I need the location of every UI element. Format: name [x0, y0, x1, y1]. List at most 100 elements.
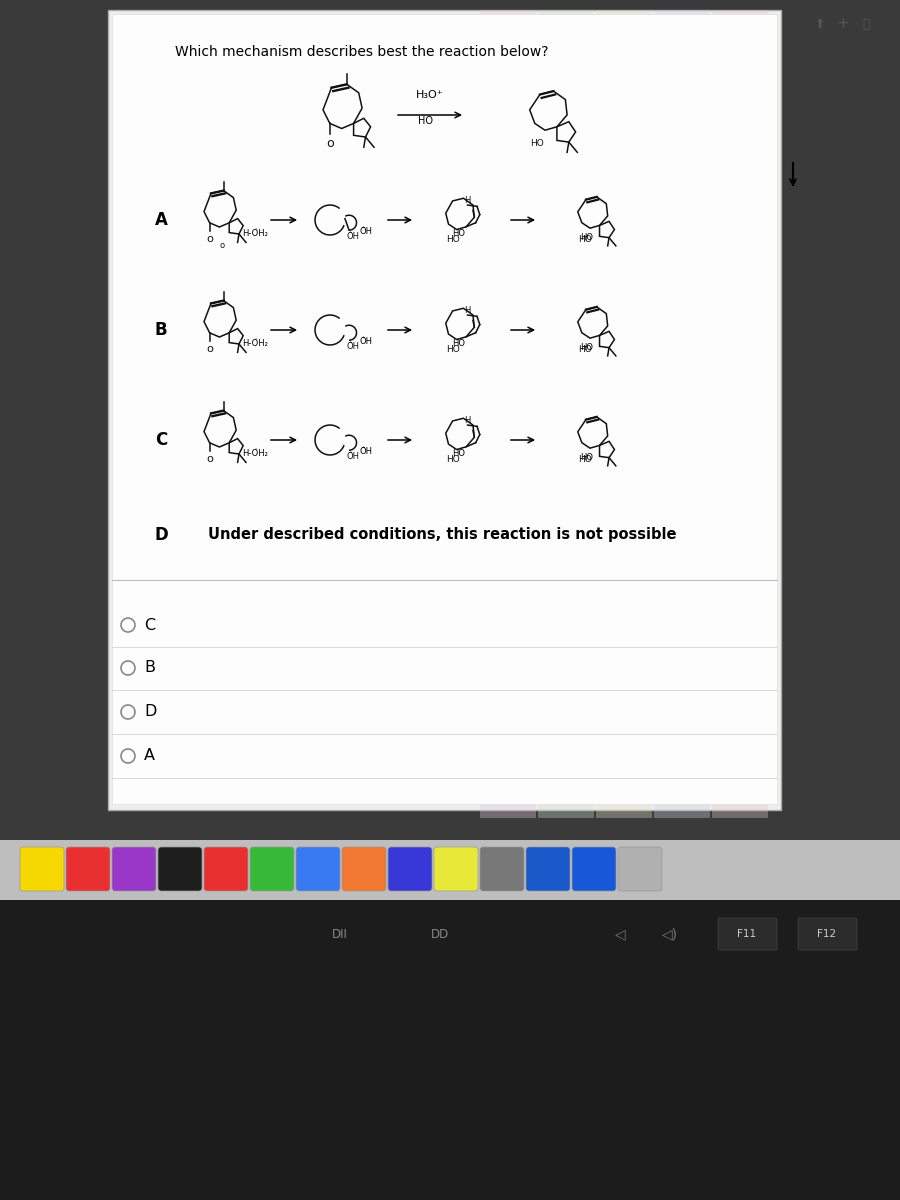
FancyBboxPatch shape	[712, 550, 768, 566]
Text: HO: HO	[452, 449, 465, 458]
FancyBboxPatch shape	[596, 82, 652, 98]
FancyBboxPatch shape	[480, 622, 536, 638]
FancyBboxPatch shape	[712, 640, 768, 656]
FancyBboxPatch shape	[538, 118, 594, 134]
FancyBboxPatch shape	[654, 46, 710, 62]
FancyBboxPatch shape	[480, 676, 536, 692]
FancyBboxPatch shape	[596, 802, 652, 818]
Text: H: H	[464, 306, 471, 316]
FancyBboxPatch shape	[480, 442, 536, 458]
FancyBboxPatch shape	[480, 658, 536, 674]
FancyBboxPatch shape	[654, 406, 710, 422]
FancyBboxPatch shape	[538, 748, 594, 764]
FancyBboxPatch shape	[480, 10, 536, 26]
FancyBboxPatch shape	[20, 847, 64, 890]
FancyBboxPatch shape	[108, 10, 781, 810]
FancyBboxPatch shape	[712, 460, 768, 476]
Text: HO: HO	[418, 116, 433, 126]
FancyBboxPatch shape	[654, 532, 710, 548]
FancyBboxPatch shape	[538, 370, 594, 386]
FancyBboxPatch shape	[596, 100, 652, 116]
Text: DD: DD	[431, 928, 449, 941]
FancyBboxPatch shape	[654, 118, 710, 134]
FancyBboxPatch shape	[480, 766, 536, 782]
FancyBboxPatch shape	[712, 388, 768, 404]
FancyBboxPatch shape	[654, 658, 710, 674]
FancyBboxPatch shape	[654, 514, 710, 530]
FancyBboxPatch shape	[480, 550, 536, 566]
FancyBboxPatch shape	[654, 316, 710, 332]
Text: HO: HO	[578, 344, 591, 354]
Text: HO: HO	[452, 338, 465, 348]
FancyBboxPatch shape	[712, 532, 768, 548]
FancyBboxPatch shape	[596, 550, 652, 566]
FancyBboxPatch shape	[480, 406, 536, 422]
FancyBboxPatch shape	[480, 532, 536, 548]
FancyBboxPatch shape	[712, 46, 768, 62]
FancyBboxPatch shape	[480, 388, 536, 404]
Text: DII: DII	[332, 928, 348, 941]
FancyBboxPatch shape	[712, 658, 768, 674]
FancyBboxPatch shape	[596, 118, 652, 134]
FancyBboxPatch shape	[712, 712, 768, 728]
FancyBboxPatch shape	[538, 730, 594, 746]
Text: H: H	[464, 416, 471, 425]
FancyBboxPatch shape	[654, 64, 710, 80]
FancyBboxPatch shape	[480, 424, 536, 440]
FancyBboxPatch shape	[538, 658, 594, 674]
FancyBboxPatch shape	[480, 100, 536, 116]
FancyBboxPatch shape	[480, 298, 536, 314]
FancyBboxPatch shape	[596, 640, 652, 656]
Text: ÔH: ÔH	[360, 446, 373, 456]
FancyBboxPatch shape	[538, 82, 594, 98]
Text: +: +	[837, 17, 850, 31]
FancyBboxPatch shape	[654, 226, 710, 242]
FancyBboxPatch shape	[712, 478, 768, 494]
FancyBboxPatch shape	[112, 847, 156, 890]
FancyBboxPatch shape	[538, 802, 594, 818]
FancyBboxPatch shape	[538, 10, 594, 26]
Text: H-ÔH₂: H-ÔH₂	[242, 449, 268, 458]
FancyBboxPatch shape	[712, 64, 768, 80]
FancyBboxPatch shape	[712, 352, 768, 368]
FancyBboxPatch shape	[204, 847, 248, 890]
FancyBboxPatch shape	[538, 676, 594, 692]
Text: HO: HO	[580, 233, 593, 242]
FancyBboxPatch shape	[538, 388, 594, 404]
FancyBboxPatch shape	[596, 46, 652, 62]
FancyBboxPatch shape	[654, 280, 710, 296]
FancyBboxPatch shape	[538, 478, 594, 494]
Text: o: o	[206, 454, 213, 464]
FancyBboxPatch shape	[538, 460, 594, 476]
FancyBboxPatch shape	[596, 694, 652, 710]
FancyBboxPatch shape	[654, 208, 710, 224]
FancyBboxPatch shape	[596, 172, 652, 188]
FancyBboxPatch shape	[596, 334, 652, 350]
FancyBboxPatch shape	[712, 730, 768, 746]
FancyBboxPatch shape	[596, 10, 652, 26]
FancyBboxPatch shape	[654, 496, 710, 512]
FancyBboxPatch shape	[712, 208, 768, 224]
Text: F12: F12	[817, 929, 837, 938]
Text: HO: HO	[452, 229, 465, 238]
FancyBboxPatch shape	[538, 226, 594, 242]
FancyBboxPatch shape	[596, 226, 652, 242]
FancyBboxPatch shape	[480, 28, 536, 44]
FancyBboxPatch shape	[654, 352, 710, 368]
FancyBboxPatch shape	[480, 154, 536, 170]
Text: ÔH: ÔH	[360, 227, 373, 236]
FancyBboxPatch shape	[434, 847, 478, 890]
FancyBboxPatch shape	[654, 712, 710, 728]
FancyBboxPatch shape	[596, 280, 652, 296]
FancyBboxPatch shape	[0, 840, 900, 900]
FancyBboxPatch shape	[480, 586, 536, 602]
FancyBboxPatch shape	[596, 514, 652, 530]
FancyBboxPatch shape	[596, 784, 652, 800]
FancyBboxPatch shape	[480, 694, 536, 710]
FancyBboxPatch shape	[712, 316, 768, 332]
FancyBboxPatch shape	[654, 604, 710, 620]
Text: HO: HO	[446, 344, 460, 354]
Text: ÔH: ÔH	[346, 452, 359, 461]
FancyBboxPatch shape	[538, 514, 594, 530]
FancyBboxPatch shape	[596, 352, 652, 368]
